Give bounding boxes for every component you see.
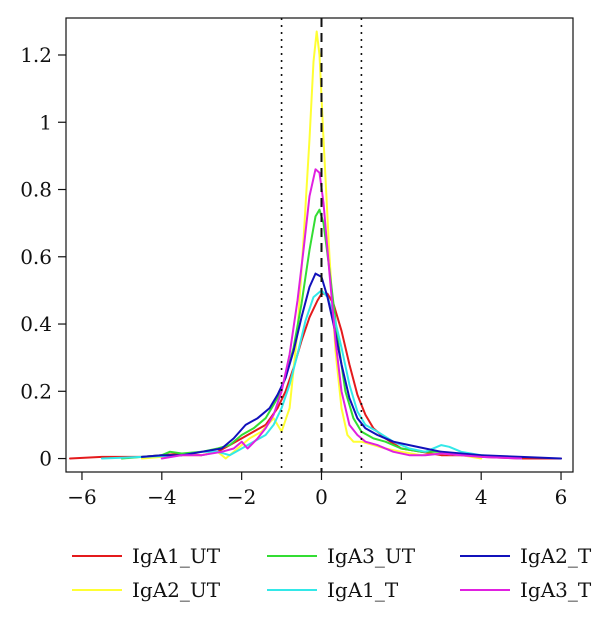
legend-label: IgA3_UT xyxy=(327,544,416,568)
series-line-iga3-t xyxy=(160,168,523,460)
x-tick-label: −2 xyxy=(227,485,256,509)
legend: IgA1_UT IgA2_UT IgA3_UT IgA1_T IgA2_T IgA3_T xyxy=(72,544,592,602)
x-tick-label: 4 xyxy=(475,485,488,509)
y-tick-label: 1.2 xyxy=(20,43,52,67)
x-tick-label: −4 xyxy=(147,485,176,509)
x-tick-label: 2 xyxy=(395,485,408,509)
legend-item-iga3-ut: IgA3_UT xyxy=(267,544,416,568)
legend-item-iga1-ut: IgA1_UT xyxy=(72,544,221,568)
y-tick-label: 0.4 xyxy=(20,312,52,336)
x-tick-label: 6 xyxy=(555,485,568,509)
legend-label: IgA3_T xyxy=(520,578,592,602)
legend-item-iga1-t: IgA1_T xyxy=(267,578,399,602)
legend-label: IgA2_UT xyxy=(132,578,221,602)
series-line-iga1-ut xyxy=(69,292,562,460)
x-tick-label: −6 xyxy=(67,485,96,509)
legend-item-iga2-ut: IgA2_UT xyxy=(72,578,221,602)
series-line-iga2-ut xyxy=(140,30,483,460)
legend-label: IgA1_T xyxy=(327,578,399,602)
series-line-iga1-t xyxy=(100,289,523,460)
x-tick-label: 0 xyxy=(315,485,328,509)
y-tick-label: 0 xyxy=(39,447,52,471)
y-tick-label: 0.6 xyxy=(20,245,52,269)
legend-label: IgA1_UT xyxy=(132,544,221,568)
y-tick-label: 0.2 xyxy=(20,379,52,403)
series-line-iga2-t xyxy=(140,272,562,460)
y-tick-label: 0.8 xyxy=(20,178,52,202)
plot-area: 0 0.2 0.4 0.6 0.8 1 1.2 −6 −4 −2 0 2 4 6 xyxy=(20,17,574,509)
legend-item-iga2-t: IgA2_T xyxy=(460,544,592,568)
y-tick-label: 1 xyxy=(39,110,52,134)
legend-item-iga3-t: IgA3_T xyxy=(460,578,592,602)
plot-frame xyxy=(65,17,574,473)
legend-label: IgA2_T xyxy=(520,544,592,568)
